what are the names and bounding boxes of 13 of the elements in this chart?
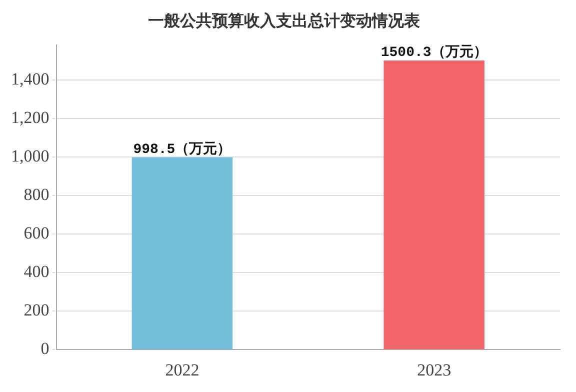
y-tick-label: 600: [24, 223, 50, 242]
y-tick-label: 800: [24, 184, 50, 204]
data-label: 1500.3（万元）: [380, 44, 488, 62]
x-tick-label: 2023: [417, 360, 452, 380]
x-tick-label: 2022: [165, 360, 200, 380]
chart-title: 一般公共预算收入支出总计变动情况表: [148, 10, 421, 30]
y-tick-label: 1,400: [11, 69, 50, 88]
y-tick-label: 0: [40, 339, 50, 358]
y-tick-label: 400: [24, 262, 50, 282]
y-tick-label: 1,000: [11, 146, 50, 166]
data-label: 998.5（万元）: [133, 140, 232, 158]
y-tick-label: 200: [24, 300, 50, 320]
y-tick-label: 1,200: [11, 108, 50, 127]
